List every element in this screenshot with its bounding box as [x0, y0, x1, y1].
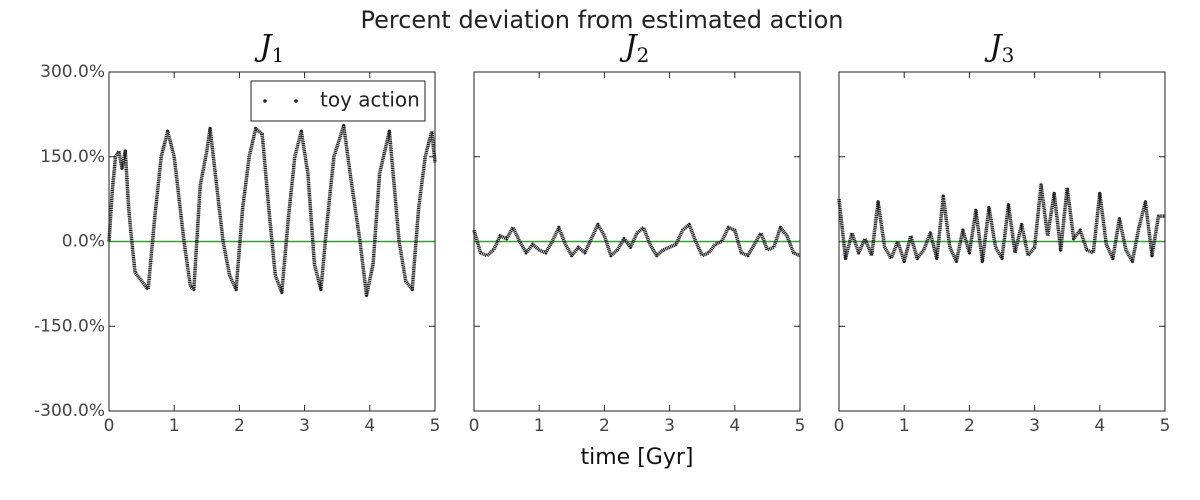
- panel-title-main: J: [984, 29, 1004, 64]
- panel-title: J3: [984, 29, 1015, 67]
- x-tick-label: 3: [1029, 416, 1040, 436]
- y-tick-label: 150.0%: [40, 147, 105, 167]
- panel-title-main: J: [619, 29, 639, 64]
- panel-title-sub: 3: [1002, 43, 1015, 67]
- x-tick-label: 0: [104, 416, 115, 436]
- x-tick-label: 5: [1160, 416, 1171, 436]
- plot-frame: [473, 71, 801, 412]
- y-tick-label: 0.0%: [62, 232, 105, 252]
- x-tick-label: 2: [234, 416, 245, 436]
- series-line: [472, 222, 801, 258]
- series-line: [107, 123, 437, 297]
- x-tick-label: 1: [899, 416, 910, 436]
- y-tick-label: -300.0%: [34, 401, 105, 421]
- x-tick-label: 5: [430, 416, 441, 436]
- series-line: [837, 183, 1165, 264]
- panel-title-sub: 1: [272, 43, 285, 67]
- panel-title-sub: 2: [637, 43, 650, 67]
- legend-marker: [263, 99, 267, 103]
- x-tick-label: 4: [1094, 416, 1105, 436]
- x-tick-label: 0: [834, 416, 845, 436]
- x-tick-label: 4: [364, 416, 375, 436]
- x-tick-label: 5: [795, 416, 806, 436]
- panel-title: J2: [619, 29, 650, 67]
- x-tick-label: 2: [964, 416, 975, 436]
- x-tick-label: 0: [469, 416, 480, 436]
- x-tick-label: 1: [169, 416, 180, 436]
- y-tick-label: 300.0%: [40, 62, 105, 82]
- plot-frame: [838, 71, 1166, 412]
- legend-label: toy action: [320, 88, 420, 112]
- panel-title: J1: [254, 29, 285, 67]
- figure-title: Percent deviation from estimated action: [361, 6, 844, 34]
- x-tick-label: 4: [729, 416, 740, 436]
- plot-frame: [108, 71, 436, 412]
- x-axis-label: time [Gyr]: [581, 445, 694, 470]
- x-tick-label: 1: [534, 416, 545, 436]
- x-tick-label: 3: [664, 416, 675, 436]
- x-tick-label: 3: [299, 416, 310, 436]
- y-tick-label: -150.0%: [34, 316, 105, 336]
- legend-marker: [294, 99, 298, 103]
- panel-title-main: J: [254, 29, 274, 64]
- x-tick-label: 2: [599, 416, 610, 436]
- legend-box: [250, 80, 426, 122]
